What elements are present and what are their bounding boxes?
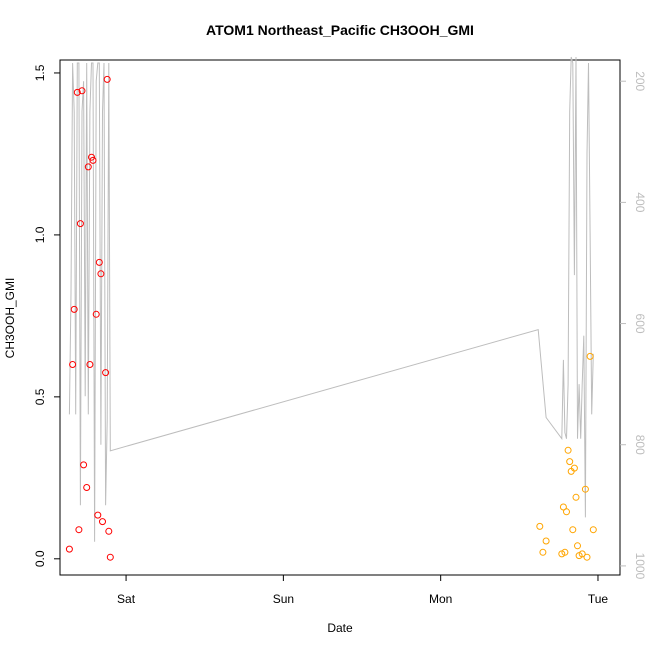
data-point-series1 bbox=[88, 153, 95, 161]
data-point-series2 bbox=[586, 352, 594, 360]
data-point-series2 bbox=[578, 550, 586, 558]
data-point-series2 bbox=[536, 522, 544, 530]
data-point-series1 bbox=[89, 156, 97, 164]
data-point-series1 bbox=[106, 553, 114, 561]
data-point-series2 bbox=[569, 526, 577, 534]
data-point-series2 bbox=[542, 537, 550, 545]
data-point-series1 bbox=[78, 87, 86, 95]
data-point-series2 bbox=[574, 542, 581, 550]
data-point-series1 bbox=[76, 220, 84, 228]
points-layer bbox=[65, 75, 597, 561]
data-point-series1 bbox=[102, 369, 110, 377]
data-point-series1 bbox=[69, 361, 77, 368]
data-point-series2 bbox=[570, 464, 578, 472]
data-point-series1 bbox=[95, 258, 103, 266]
y-tick-label-left: 1.0 bbox=[33, 226, 47, 243]
data-point-series2 bbox=[563, 508, 570, 516]
x-tick-label: Sat bbox=[117, 592, 136, 606]
data-point-series1 bbox=[86, 361, 94, 368]
data-point-series1 bbox=[92, 310, 100, 318]
data-point-series1 bbox=[65, 545, 73, 553]
data-point-series2 bbox=[564, 446, 572, 454]
x-tick-label: Mon bbox=[429, 592, 452, 606]
y-tick-label-right: 600 bbox=[633, 314, 647, 334]
y-axis-right: 200 400 600 800 1000 bbox=[620, 71, 647, 580]
data-point-series2 bbox=[561, 548, 569, 556]
y-tick-label-right: 1000 bbox=[633, 553, 647, 580]
data-point-series1 bbox=[75, 526, 83, 534]
data-point-series2 bbox=[539, 548, 547, 556]
y-tick-label-right: 800 bbox=[633, 435, 647, 455]
data-point-series2 bbox=[589, 526, 597, 534]
x-axis-label: Date bbox=[327, 621, 353, 635]
x-tick-label: Sun bbox=[273, 592, 294, 606]
y-tick-label-left: 0.0 bbox=[33, 550, 47, 567]
data-point-series1 bbox=[105, 527, 113, 535]
x-tick-label: Tue bbox=[588, 592, 609, 606]
y-tick-label-left: 0.5 bbox=[33, 388, 47, 405]
data-point-series2 bbox=[559, 503, 567, 511]
data-point-series1 bbox=[73, 88, 81, 96]
plot-box bbox=[59, 59, 621, 576]
data-point-series2 bbox=[583, 553, 591, 561]
data-point-series1 bbox=[80, 461, 88, 469]
data-point-series1 bbox=[103, 75, 111, 83]
data-point-series2 bbox=[581, 485, 589, 493]
data-point-series1 bbox=[99, 518, 106, 526]
y-axis-left: 0.0 0.5 1.0 1.5 bbox=[33, 64, 60, 567]
data-point-series1 bbox=[84, 163, 92, 171]
data-point-series2 bbox=[566, 458, 574, 466]
data-point-series2 bbox=[572, 493, 580, 501]
y-axis-label: CH3OOH_GMI bbox=[3, 278, 17, 359]
pressure-line-layer bbox=[68, 56, 594, 542]
y-tick-label-right: 400 bbox=[633, 192, 647, 212]
data-point-series1 bbox=[97, 270, 105, 278]
y-tick-label-right: 200 bbox=[633, 71, 647, 91]
chart-title: ATOM1 Northeast_Pacific CH3OOH_GMI bbox=[206, 22, 474, 38]
data-point-series1 bbox=[94, 511, 102, 519]
y-tick-label-left: 1.5 bbox=[33, 64, 47, 81]
data-point-series1 bbox=[83, 484, 91, 491]
x-axis: Sat Sun Mon Tue bbox=[117, 575, 608, 606]
pressure-line bbox=[68, 56, 594, 542]
data-point-series1 bbox=[70, 305, 78, 313]
